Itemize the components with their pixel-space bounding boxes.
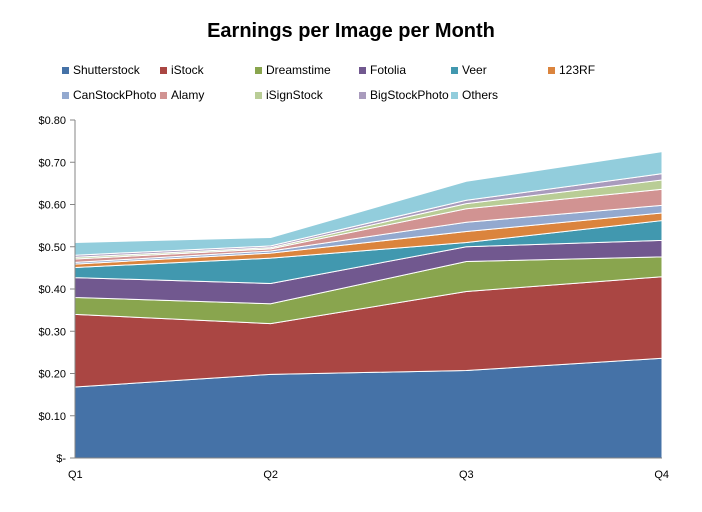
y-tick-label: $0.70 <box>38 157 66 169</box>
legend-item-canstockphoto: CanStockPhoto <box>62 87 156 103</box>
legend-swatch <box>62 91 69 99</box>
chart-title: Earnings per Image per Month <box>207 20 495 42</box>
legend-label: CanStockPhoto <box>73 88 157 102</box>
legend-label: Others <box>462 88 499 102</box>
legend-label: Shutterstock <box>73 63 140 77</box>
legend-swatch <box>451 91 458 99</box>
legend-item-fotolia: Fotolia <box>359 62 406 78</box>
legend-item-bigstockphoto: BigStockPhoto <box>359 87 449 103</box>
legend-item-shutterstock: Shutterstock <box>62 62 140 78</box>
x-tick-label: Q1 <box>68 469 83 481</box>
legend-label: iSignStock <box>266 88 323 102</box>
y-tick-label: $- <box>56 453 66 465</box>
legend-swatch <box>359 66 366 74</box>
legend-label: iStock <box>171 63 204 77</box>
x-tick-label: Q3 <box>459 469 474 481</box>
y-tick-label: $0.40 <box>38 284 66 296</box>
legend-label: Fotolia <box>370 63 407 77</box>
x-tick-label: Q2 <box>263 469 278 481</box>
legend-label: Dreamstime <box>266 63 331 77</box>
legend-item-veer: Veer <box>451 62 487 78</box>
legend-label: 123RF <box>559 63 596 77</box>
legend-label: BigStockPhoto <box>370 88 449 102</box>
legend-swatch <box>255 91 262 99</box>
x-tick-label: Q4 <box>654 469 669 481</box>
y-tick-label: $0.30 <box>38 326 66 338</box>
legend-swatch <box>160 66 167 74</box>
y-tick-label: $0.20 <box>38 369 66 381</box>
y-tick-label: $0.60 <box>38 200 66 212</box>
legend-item-dreamstime: Dreamstime <box>255 62 331 78</box>
y-tick-label: $0.80 <box>38 115 66 127</box>
legend-label: Alamy <box>171 88 205 102</box>
legend-item-istock: iStock <box>160 62 204 78</box>
legend-swatch <box>451 66 458 74</box>
legend-swatch <box>359 91 366 99</box>
legend-label: Veer <box>462 63 487 77</box>
legend-swatch <box>62 66 69 74</box>
legend-swatch <box>255 66 262 74</box>
legend-item-alamy: Alamy <box>160 87 204 103</box>
legend-swatch <box>548 66 555 74</box>
legend-item-123rf: 123RF <box>548 62 595 78</box>
legend-swatch <box>160 91 167 99</box>
y-tick-label: $0.50 <box>38 242 66 254</box>
legend-item-others: Others <box>451 87 498 103</box>
area-series-others <box>74 151 663 256</box>
legend-item-isignstock: iSignStock <box>255 87 323 103</box>
y-tick-label: $0.10 <box>38 411 66 423</box>
